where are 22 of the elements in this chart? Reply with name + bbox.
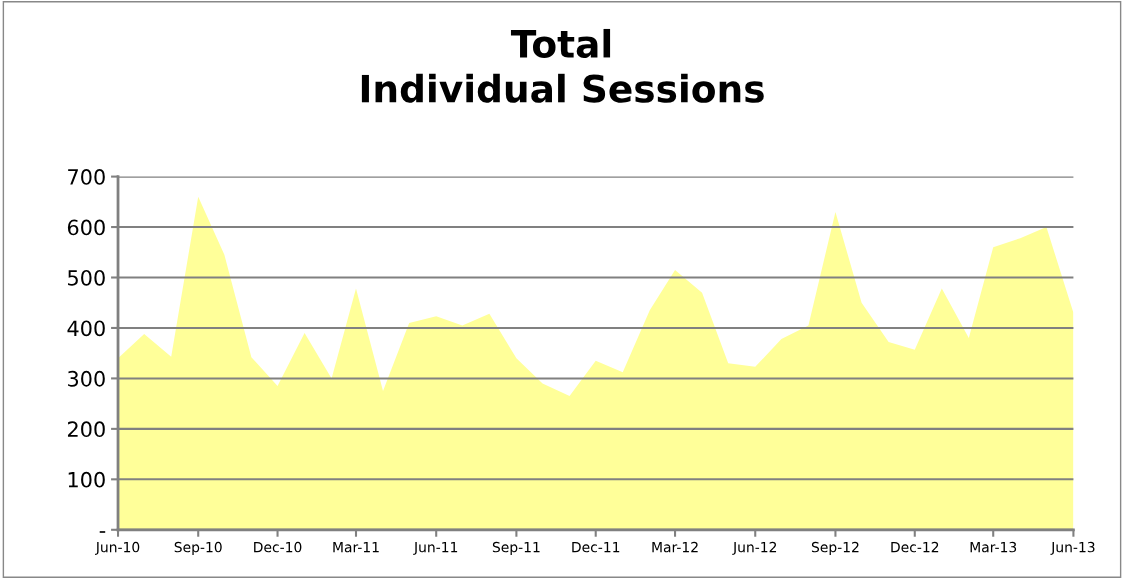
- x-tick-label: Sep-12: [811, 541, 859, 556]
- y-tick-label: 200: [67, 421, 105, 438]
- y-tick-label: -: [99, 531, 106, 533]
- y-tick-label: 500: [68, 269, 105, 286]
- x-tick-label: Mar-13: [970, 541, 1017, 553]
- chart-title: Total Individual Sessions: [361, 28, 764, 103]
- x-tick-label: Mar-11: [333, 542, 379, 553]
- x-tick-label: Mar-12: [652, 541, 698, 553]
- x-tick-label: Sep-10: [174, 541, 222, 556]
- y-tick-label: 300: [68, 370, 105, 387]
- y-tick-label: 700: [68, 169, 105, 185]
- x-tick-label: Jun-13: [1050, 541, 1095, 555]
- y-tick-label: 100: [68, 471, 105, 488]
- x-tick-label: Sep-11: [492, 541, 540, 556]
- y-tick-label: 400: [67, 320, 105, 337]
- x-tick-label: Jun-10: [95, 541, 140, 555]
- x-tick-label: Jun-12: [732, 541, 777, 555]
- x-tick-label: Dec-11: [572, 542, 620, 553]
- x-tick-label: Dec-12: [891, 541, 939, 553]
- y-tick-label: 600: [67, 219, 105, 236]
- x-tick-label: Jun-11: [413, 542, 458, 555]
- x-tick-label: Dec-10: [254, 541, 302, 553]
